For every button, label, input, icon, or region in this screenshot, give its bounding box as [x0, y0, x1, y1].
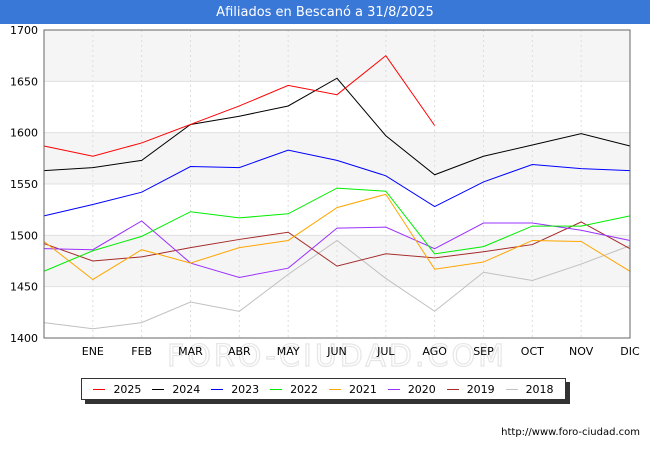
x-tick-label: SEP: [473, 345, 494, 358]
x-tick-label: DIC: [620, 345, 640, 358]
chart-legend: 2025 2024 2023 2022 2021 2020 2019 2018: [81, 378, 566, 400]
legend-label: 2021: [348, 382, 377, 396]
plot-frame: [43, 29, 631, 339]
x-tick-label: JUN: [326, 345, 347, 358]
legend-item-2018: 2018: [505, 382, 554, 396]
legend-swatch: [446, 388, 459, 390]
legend-item-2019: 2019: [446, 382, 495, 396]
x-tick-label: ENE: [82, 345, 104, 358]
series-line-2021: [43, 193, 631, 281]
series-line-2020: [43, 220, 631, 278]
x-tick-label: AGO: [422, 345, 447, 358]
x-tick-label: JUL: [376, 345, 395, 358]
legend-label: 2020: [407, 382, 436, 396]
series-line-2023: [43, 149, 631, 217]
legend-swatch: [211, 388, 224, 390]
legend-label: 2019: [466, 382, 495, 396]
x-tick-label: OCT: [521, 345, 544, 358]
legend-swatch: [505, 388, 518, 390]
y-tick-label: 1400: [10, 332, 38, 345]
legend-label: 2023: [231, 382, 260, 396]
y-tick-label: 1650: [10, 75, 38, 88]
y-tick-label: 1450: [10, 281, 38, 294]
y-tick-label: 1500: [10, 229, 38, 242]
y-tick-label: 1550: [10, 178, 38, 191]
legend-item-2020: 2020: [387, 382, 436, 396]
legend-swatch: [93, 388, 106, 390]
legend-item-2021: 2021: [328, 382, 377, 396]
series-line-2022: [43, 187, 631, 272]
legend-swatch: [328, 388, 341, 390]
legend-item-2023: 2023: [211, 383, 259, 396]
legend-item-2024: 2024: [152, 383, 200, 396]
legend-swatch: [387, 388, 400, 390]
legend-item-2022: 2022: [270, 383, 318, 396]
legend-label: 2018: [525, 382, 554, 396]
legend-label: 2024: [172, 382, 201, 396]
y-tick-label: 1600: [10, 127, 38, 140]
chart-title-bar: Afiliados en Bescanó a 31/8/2025: [0, 0, 650, 24]
y-tick-label: 1700: [10, 24, 38, 37]
x-tick-label: ABR: [228, 345, 251, 358]
legend-swatch: [152, 388, 165, 390]
series-line-2024: [43, 77, 631, 176]
x-tick-label: MAY: [277, 345, 300, 358]
series-line-2018: [43, 239, 631, 330]
source-url: http://www.foro-ciudad.com: [501, 427, 640, 438]
x-tick-label: FEB: [131, 345, 152, 358]
legend-swatch: [270, 388, 283, 390]
series-line-2019: [43, 221, 631, 267]
watermark: FORO-CIUDAD.COM: [167, 339, 507, 374]
series-line-2025: [43, 54, 436, 157]
legend-label: 2025: [113, 382, 142, 396]
legend-label: 2022: [290, 382, 319, 396]
x-tick-label: MAR: [178, 345, 203, 358]
legend-item-2025: 2025: [93, 383, 141, 396]
chart-title: Afiliados en Bescanó a 31/8/2025: [216, 4, 434, 20]
x-tick-label: NOV: [569, 345, 594, 358]
